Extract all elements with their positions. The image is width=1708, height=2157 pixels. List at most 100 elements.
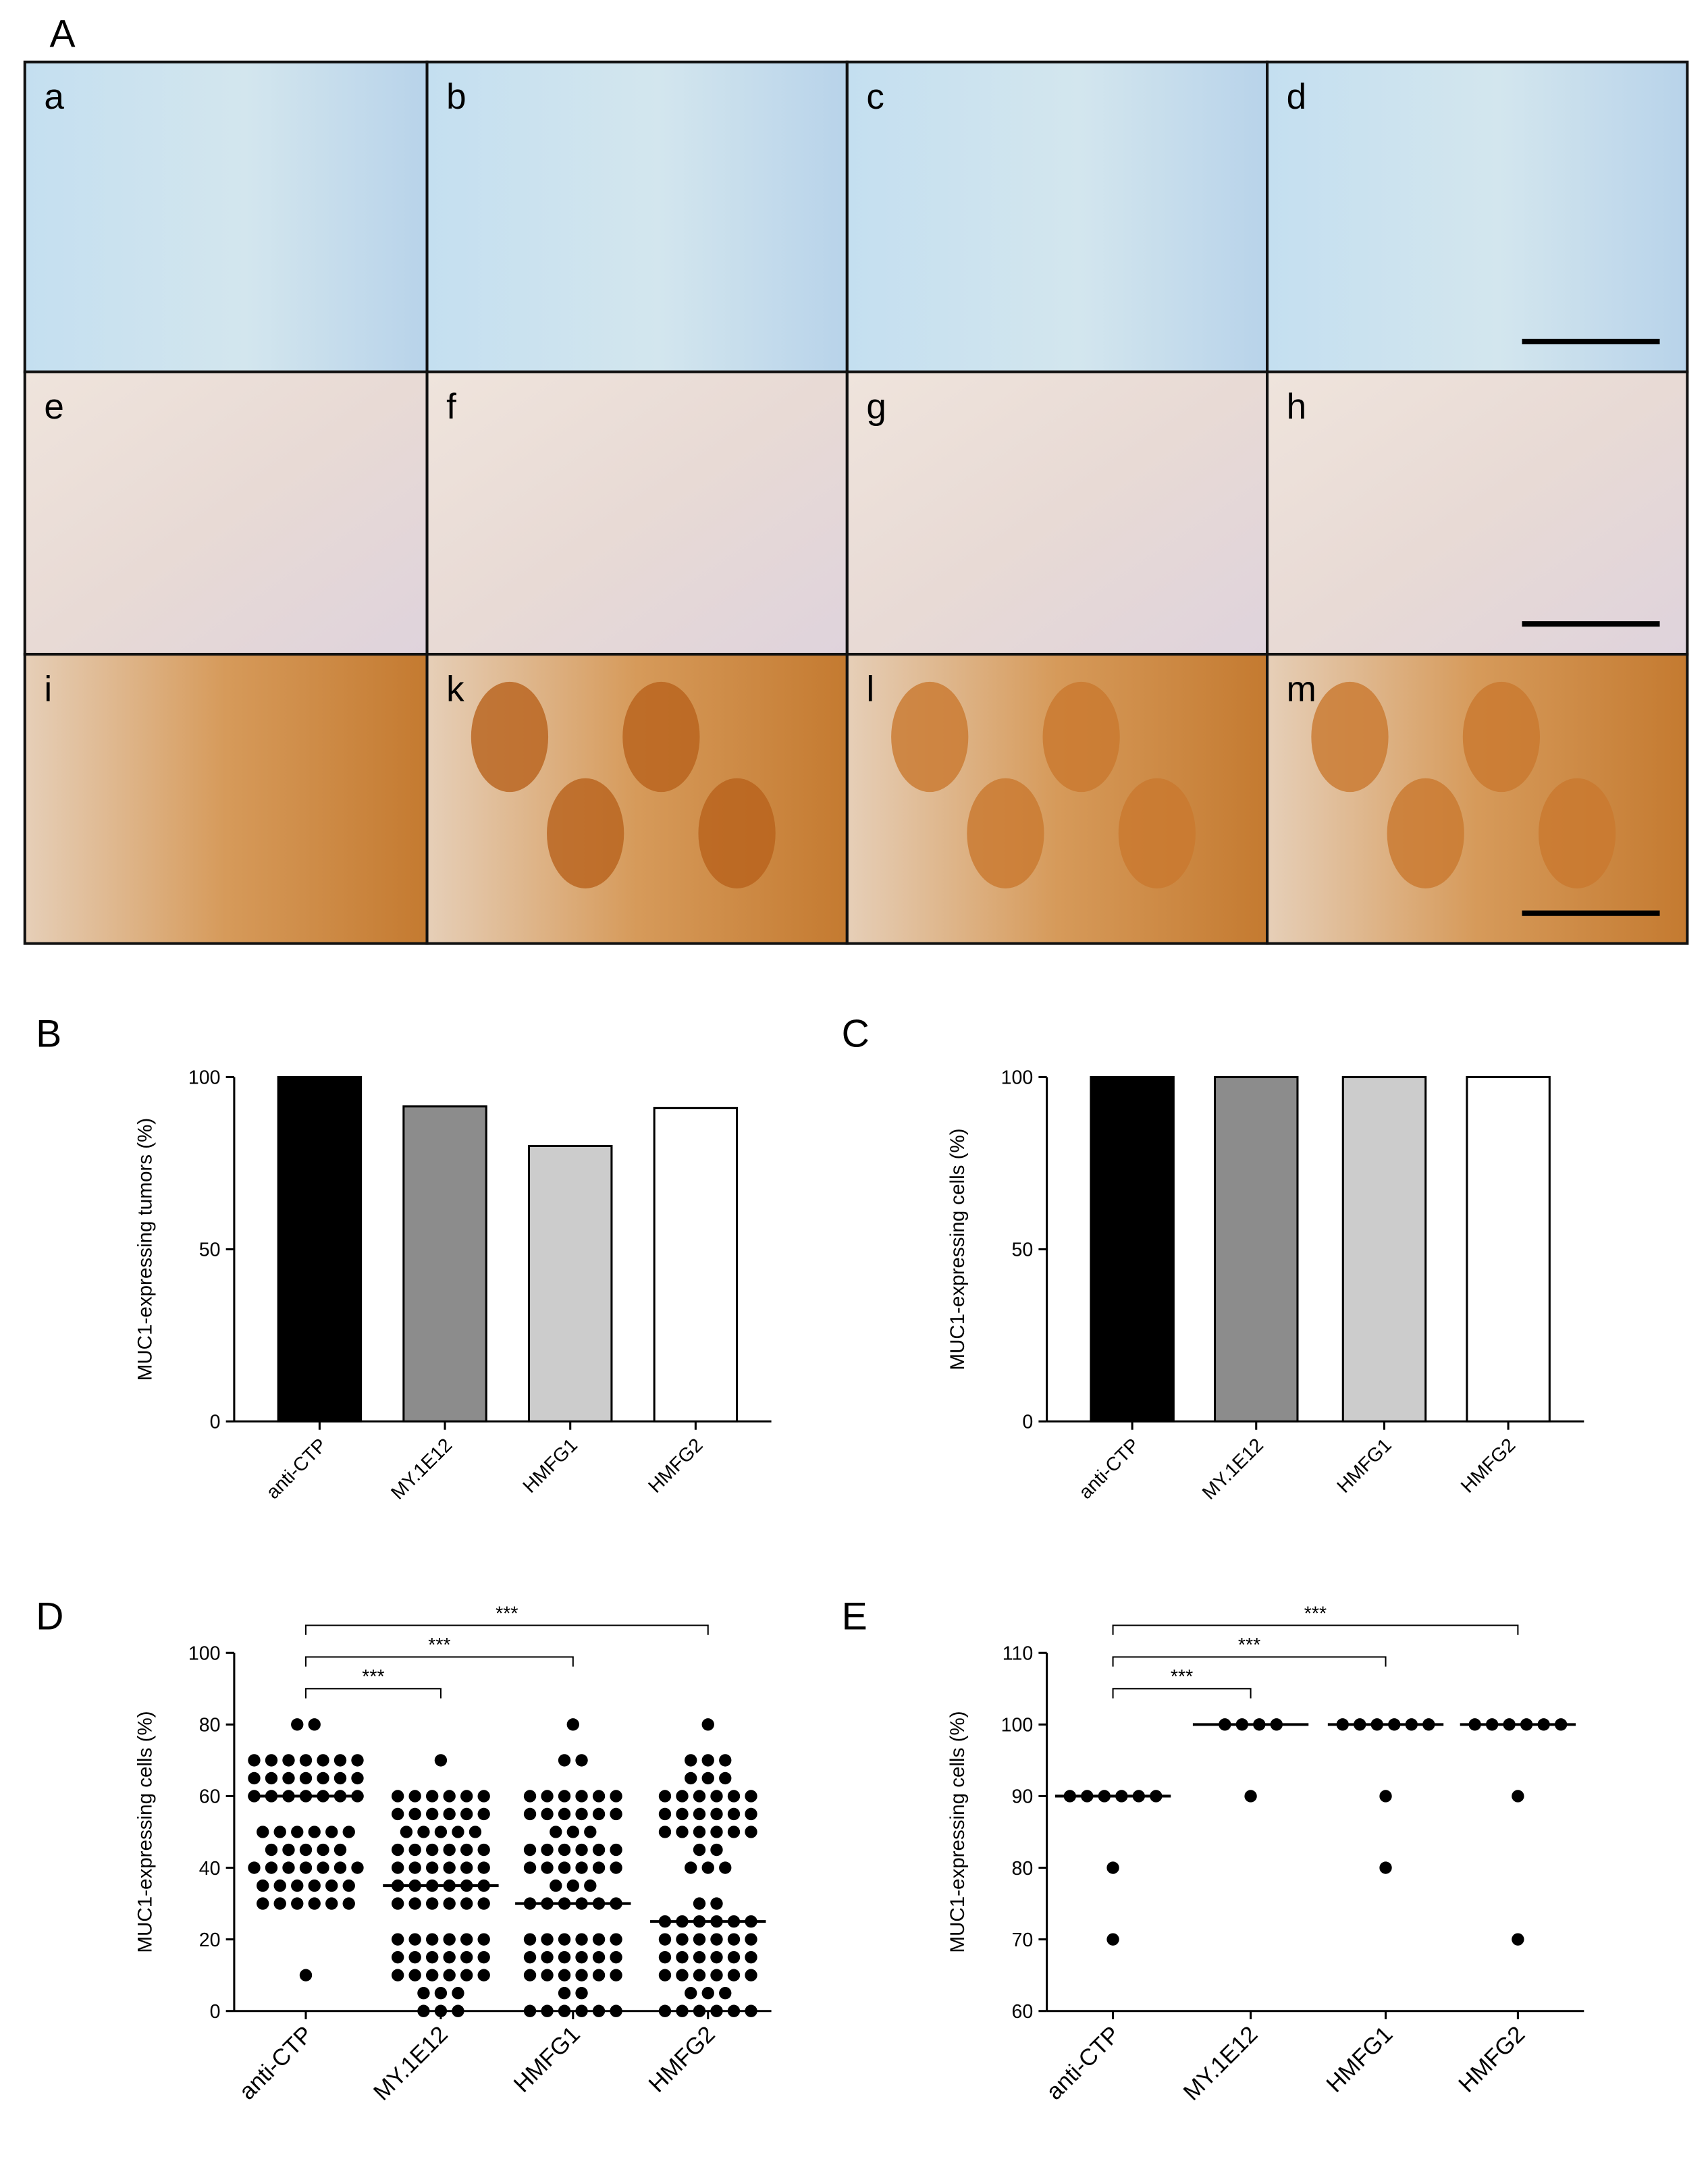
dot <box>523 1807 537 1821</box>
dot <box>477 1843 490 1857</box>
bar <box>1214 1075 1299 1423</box>
y-tick-label: 0 <box>1022 1412 1033 1433</box>
y-tick-label: 40 <box>199 1858 221 1880</box>
dot <box>391 1790 404 1803</box>
dot <box>541 1790 554 1803</box>
dot <box>299 1754 313 1767</box>
y-tick-label: 90 <box>1011 1786 1033 1808</box>
dot <box>693 1843 706 1857</box>
dot <box>592 1807 606 1821</box>
dot <box>592 1790 606 1803</box>
dot <box>558 1969 571 1981</box>
dot <box>425 1933 439 1946</box>
dot <box>408 1950 421 1964</box>
dot <box>575 1950 588 1964</box>
dot <box>701 1772 714 1785</box>
y-tick-label: 70 <box>1011 1929 1033 1951</box>
x-tick-label: MY.1E12 <box>1179 2021 1263 2106</box>
dot <box>1106 1933 1119 1946</box>
dot <box>325 1897 338 1910</box>
x-tick-label: anti-CTP <box>262 1435 331 1503</box>
dot <box>257 1826 269 1838</box>
dot <box>575 1987 588 2000</box>
x-tick-label: HMFG1 <box>1333 1435 1395 1497</box>
micrograph <box>845 60 1269 373</box>
dot <box>710 1843 723 1857</box>
micrograph-label: k <box>446 669 464 709</box>
dot <box>592 1950 606 1964</box>
dot <box>391 1933 404 1946</box>
x-tick-label: anti-CTP <box>234 2021 318 2105</box>
dot <box>575 1969 588 1981</box>
dot <box>727 1826 741 1838</box>
dot <box>745 1950 757 1964</box>
y-axis-label: MUC1-expressing tumors (%) <box>134 1118 156 1381</box>
dot <box>443 1861 456 1874</box>
dot <box>610 1790 622 1803</box>
significance-bracket <box>304 1624 709 1635</box>
x-tick-label: MY.1E12 <box>1198 1435 1268 1504</box>
bar <box>653 1107 739 1423</box>
dot <box>308 1826 321 1838</box>
dot <box>693 1790 706 1803</box>
tissue <box>1538 778 1616 888</box>
dot <box>291 1826 304 1838</box>
x-tick-label: anti-CTP <box>1075 1435 1144 1503</box>
dot <box>391 1969 404 1981</box>
micrograph-label: i <box>44 669 52 709</box>
dot <box>425 1897 439 1910</box>
dot <box>248 1754 261 1767</box>
dot <box>575 2004 588 2017</box>
dot <box>558 1861 571 1874</box>
dot <box>610 1950 622 1964</box>
dot <box>342 1879 355 1892</box>
micrograph-label: m <box>1287 669 1316 709</box>
dot <box>610 1969 622 1981</box>
dot <box>685 1861 697 1874</box>
dot <box>727 1790 741 1803</box>
dot <box>541 1969 554 1981</box>
dot <box>308 1718 321 1731</box>
y-axis-label: MUC1-expressing cells (%) <box>946 1711 969 1952</box>
dot <box>658 1790 672 1803</box>
dot <box>333 1754 347 1767</box>
dot <box>425 1790 439 1803</box>
dot <box>443 1807 456 1821</box>
micrograph <box>1266 60 1689 373</box>
dot <box>693 1933 706 1946</box>
dot <box>727 2004 741 2017</box>
dot <box>257 1897 269 1910</box>
x-tick-label: HMFG2 <box>644 1435 707 1497</box>
dot <box>477 1790 490 1803</box>
dot <box>676 2004 689 2017</box>
dot <box>658 1933 672 1946</box>
dot <box>425 1807 439 1821</box>
dot <box>541 1933 554 1946</box>
dot <box>460 1790 473 1803</box>
dot <box>710 1790 723 1803</box>
dot <box>710 1950 723 1964</box>
dot <box>417 1826 430 1838</box>
dot <box>434 2004 448 2017</box>
dot <box>541 1950 554 1964</box>
dot <box>676 1933 689 1946</box>
dot <box>745 1826 757 1838</box>
significance-label: *** <box>1238 1634 1260 1656</box>
dot <box>727 1969 741 1981</box>
dot <box>523 1843 537 1857</box>
x-tick-label: HMFG2 <box>1457 1435 1520 1497</box>
tissue <box>1118 778 1196 888</box>
dot <box>575 1933 588 1946</box>
y-tick-label: 60 <box>1011 2001 1033 2023</box>
dot <box>710 1933 723 1946</box>
dot <box>333 1843 347 1857</box>
dot <box>701 1861 714 1874</box>
dot <box>408 1933 421 1946</box>
dot <box>425 1969 439 1981</box>
significance-bracket <box>304 1688 442 1699</box>
dot <box>477 1861 490 1874</box>
dot <box>317 1861 329 1874</box>
dot <box>408 1790 421 1803</box>
dot <box>308 1897 321 1910</box>
dot <box>460 1807 473 1821</box>
